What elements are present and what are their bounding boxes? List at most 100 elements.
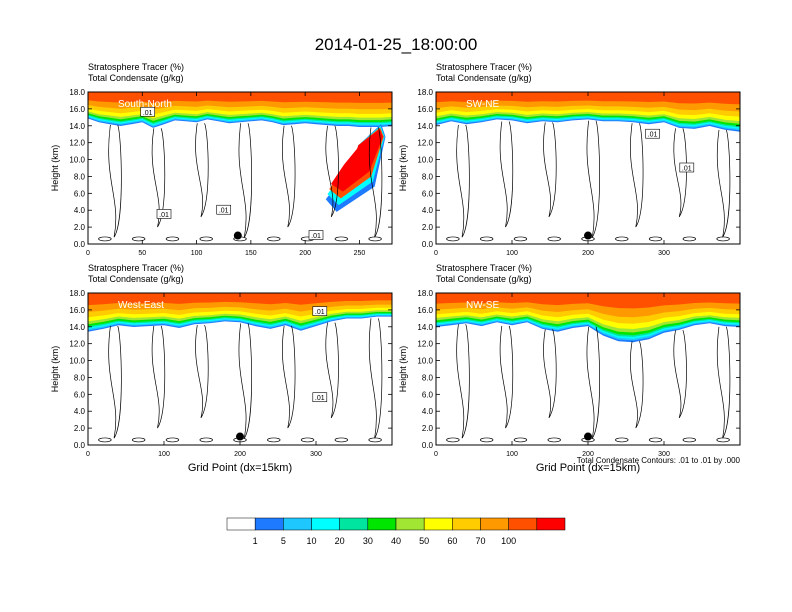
y-tick-label: 8.0 bbox=[422, 373, 434, 382]
plot-area: .01 .01 bbox=[88, 293, 392, 445]
condensate-contour bbox=[108, 325, 122, 439]
condensate-contour bbox=[499, 121, 514, 228]
y-tick-label: 14.0 bbox=[417, 323, 433, 332]
plot-frame bbox=[87, 91, 393, 245]
condensate-contour bbox=[282, 325, 296, 429]
condensate-contour-low bbox=[267, 437, 281, 443]
condensate-contour-low bbox=[547, 236, 561, 242]
x-tick-label: 250 bbox=[354, 250, 366, 257]
colorbar-label: 40 bbox=[391, 536, 401, 546]
contour-label: .01 bbox=[159, 212, 169, 219]
y-tick-label: 8.0 bbox=[74, 172, 86, 181]
y-tick-label: 0.0 bbox=[422, 240, 434, 249]
colorbar-swatch bbox=[283, 517, 312, 531]
contour-label-box bbox=[312, 306, 328, 316]
x-tick-label: 200 bbox=[582, 250, 594, 257]
cross-section-label: South-North bbox=[118, 99, 172, 110]
condensate-contour-low bbox=[334, 437, 349, 443]
y-tick-label: 10.0 bbox=[69, 156, 85, 165]
y-tick-label: 0.0 bbox=[422, 441, 434, 450]
y-tick-label: 4.0 bbox=[74, 206, 86, 215]
panel-title-line-1: Stratosphere Tracer (%) bbox=[88, 62, 184, 72]
y-axis-label: Height (km) bbox=[50, 346, 60, 393]
condensate-contour-low bbox=[513, 437, 528, 443]
x-tick-label: 0 bbox=[86, 250, 90, 257]
condensate-contour-low bbox=[615, 437, 629, 443]
condensate-contour bbox=[630, 123, 644, 228]
condensate-contour bbox=[151, 128, 166, 228]
condensate-contour-low bbox=[131, 437, 146, 443]
panel-west-east: Stratosphere Tracer (%)Total Condensate … bbox=[50, 263, 393, 474]
colorbar-label: 30 bbox=[363, 536, 373, 546]
condensate-contour-low bbox=[446, 236, 460, 242]
contour-label-box bbox=[312, 392, 328, 403]
x-axis-label: Grid Point (dx=15km) bbox=[188, 462, 292, 474]
condensate-contour bbox=[543, 122, 557, 218]
condensate-contour-low bbox=[165, 437, 180, 443]
colorbar-swatch bbox=[395, 517, 425, 531]
y-tick-label: 16.0 bbox=[417, 306, 433, 315]
y-tick-label: 10.0 bbox=[69, 357, 85, 366]
condensate-contour bbox=[673, 128, 687, 218]
x-tick-label: 200 bbox=[582, 451, 594, 458]
location-marker bbox=[236, 432, 244, 441]
location-marker bbox=[584, 432, 592, 441]
condensate-contour-low bbox=[547, 437, 561, 443]
condensate-contour-low bbox=[648, 437, 663, 443]
condensate-contour bbox=[282, 125, 296, 228]
condensate-contour-low bbox=[300, 437, 315, 443]
condensate-contour-low bbox=[98, 437, 112, 443]
y-tick-label: 4.0 bbox=[422, 206, 434, 215]
condensate-contour-low bbox=[368, 437, 382, 443]
plot-area bbox=[436, 293, 740, 445]
panel-title-line-1: Stratosphere Tracer (%) bbox=[436, 263, 532, 273]
x-tick-label: 300 bbox=[658, 250, 670, 257]
x-tick-label: 100 bbox=[506, 451, 518, 458]
location-marker bbox=[233, 231, 242, 240]
condensate-contour-low bbox=[615, 236, 629, 242]
y-tick-label: 18.0 bbox=[69, 289, 85, 298]
condensate-contour bbox=[195, 123, 209, 218]
contour-label-box bbox=[140, 106, 156, 117]
y-tick-label: 12.0 bbox=[417, 340, 433, 349]
panel-title-line-2: Total Condensate (g/kg) bbox=[436, 274, 532, 284]
y-tick-label: 2.0 bbox=[74, 424, 86, 433]
y-tick-label: 18.0 bbox=[417, 289, 433, 298]
y-axis-label: Height (km) bbox=[398, 145, 408, 192]
contour-label: .01 bbox=[219, 208, 229, 215]
condensate-contour bbox=[195, 324, 209, 419]
colorbar-label: 60 bbox=[447, 536, 457, 546]
panel-title-line-2: Total Condensate (g/kg) bbox=[88, 274, 184, 284]
tracer-band-1 bbox=[88, 92, 392, 104]
y-tick-label: 0.0 bbox=[74, 441, 86, 450]
panel-nw-se: Stratosphere Tracer (%)Total Condensate … bbox=[398, 263, 741, 474]
tracer-intrusion-3 bbox=[330, 129, 383, 192]
colorbar: 1 5 10 20 30 40 50 60 70 100 bbox=[226, 517, 566, 546]
condensate-contour-low bbox=[682, 437, 697, 443]
y-tick-label: 14.0 bbox=[69, 323, 85, 332]
condensate-contour bbox=[456, 124, 470, 238]
condensate-contour bbox=[543, 329, 557, 419]
y-tick-label: 0.0 bbox=[74, 240, 86, 249]
y-axis-label: Height (km) bbox=[398, 346, 408, 393]
condensate-contour bbox=[456, 324, 470, 439]
plot-area: .01 .01 .01 .01 bbox=[88, 92, 392, 244]
condensate-contour bbox=[325, 322, 339, 419]
y-tick-label: 6.0 bbox=[422, 189, 434, 198]
condensate-contour-low bbox=[716, 437, 730, 443]
colorbar-label: 10 bbox=[306, 536, 316, 546]
contour-label-box bbox=[308, 230, 324, 240]
x-tick-label: 100 bbox=[191, 250, 203, 257]
condensate-contour-low bbox=[479, 437, 494, 443]
y-tick-label: 6.0 bbox=[74, 390, 86, 399]
condensate-contour-low bbox=[199, 437, 213, 443]
condensate-contour-low bbox=[682, 236, 697, 242]
x-tick-label: 0 bbox=[434, 451, 438, 458]
figure-title: 2014-01-25_18:00:00 bbox=[315, 35, 478, 54]
y-tick-label: 2.0 bbox=[422, 424, 434, 433]
contour-label: .01 bbox=[315, 395, 325, 402]
condensate-contour-low bbox=[716, 236, 730, 242]
colorbar-label: 1 bbox=[253, 536, 258, 546]
y-tick-label: 4.0 bbox=[74, 407, 86, 416]
